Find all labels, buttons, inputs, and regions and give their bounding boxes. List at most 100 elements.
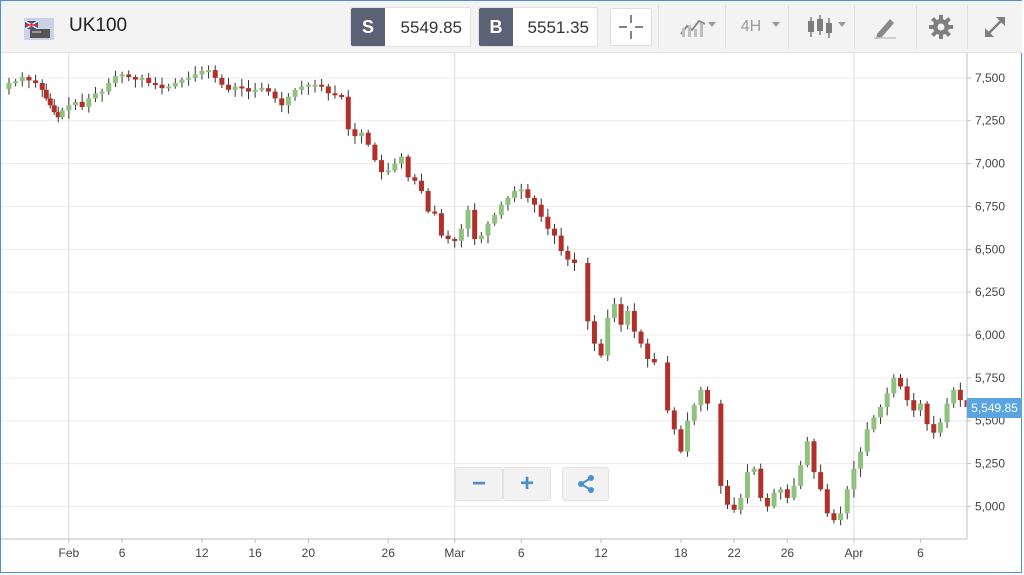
candle-body	[219, 77, 225, 85]
candle-body	[738, 497, 744, 510]
candle-body	[678, 429, 684, 452]
buy-label: B	[479, 8, 513, 46]
candle-body	[359, 132, 365, 137]
candle-body	[259, 88, 265, 91]
y-tick-label: 7,500	[975, 71, 1005, 85]
candle-body	[452, 239, 458, 241]
zoom-in-label: +	[519, 470, 534, 497]
chevron-down-icon	[772, 22, 780, 27]
candle-body	[838, 513, 844, 521]
share-button[interactable]	[562, 467, 609, 501]
candle-body	[897, 377, 903, 387]
line-chart-icon	[680, 19, 706, 37]
y-tick-label: 6,500	[975, 242, 1005, 256]
candle-body	[33, 80, 39, 83]
candle-body	[412, 177, 418, 181]
candle-body	[106, 83, 112, 92]
candle-body	[771, 492, 777, 507]
settings-button[interactable]	[919, 7, 963, 47]
candle-type-button[interactable]	[795, 7, 845, 47]
x-tick-label: 12	[195, 546, 209, 560]
candle-body	[525, 189, 531, 198]
candle-body	[957, 389, 963, 401]
x-tick-label: 12	[594, 546, 608, 560]
candle-body	[498, 204, 504, 215]
candle-body	[791, 485, 797, 498]
y-tick-label: 5,000	[975, 499, 1005, 513]
candle-body	[425, 191, 431, 212]
instrument-symbol: UK100	[69, 15, 128, 36]
candle-body	[911, 400, 917, 411]
toolbar-divider	[967, 5, 968, 49]
candle-body	[126, 74, 132, 77]
candle-body	[112, 76, 118, 83]
candle-body	[319, 84, 325, 87]
candle-body	[265, 88, 271, 92]
candle-body	[432, 211, 438, 214]
candle-body	[751, 468, 757, 473]
candle-body	[784, 489, 790, 498]
candle-body	[43, 89, 49, 99]
candle-body	[285, 96, 291, 106]
x-tick-label: 26	[781, 546, 795, 560]
candle-body	[79, 101, 85, 107]
candle-body	[352, 129, 358, 137]
chart-gridlines	[1, 53, 967, 539]
candle-body	[492, 215, 498, 224]
candle-body	[458, 228, 464, 241]
candle-body	[538, 204, 544, 217]
candle-body	[472, 209, 478, 239]
x-tick-label: Apr	[845, 546, 864, 560]
candle-body	[399, 156, 405, 164]
candle-body	[73, 101, 79, 106]
candle-body	[532, 197, 538, 205]
candle-body	[804, 441, 810, 466]
candle-body	[186, 77, 192, 80]
pen-icon	[874, 19, 896, 39]
candle-body	[325, 86, 331, 94]
candle-body	[591, 321, 597, 344]
candle-body	[372, 144, 378, 161]
y-tick-label: 5,250	[975, 457, 1005, 471]
draw-tool-button[interactable]	[863, 7, 907, 47]
candle-body	[904, 386, 910, 401]
candle-body	[864, 429, 870, 452]
y-tick-label: 5,750	[975, 371, 1005, 385]
fullscreen-button[interactable]	[973, 7, 1017, 47]
zoom-in-button[interactable]: +	[503, 467, 551, 501]
candle-body	[179, 79, 185, 83]
candle-body	[19, 77, 25, 82]
crosshair-icon	[619, 15, 643, 39]
sell-button[interactable]: S 5549.85	[350, 7, 471, 47]
zoom-out-label: −	[471, 470, 486, 497]
buy-price: 5551.35	[527, 18, 589, 37]
timeframe-dropdown[interactable]: 4H	[732, 7, 782, 47]
candle-body	[146, 77, 152, 83]
price-chart[interactable]: 7,500 7,250 7,000 6,750 6,500 6,250 6,000 5,750…	[0, 53, 1024, 574]
candle-body	[192, 74, 198, 78]
candle-body	[139, 77, 145, 80]
candle-body	[705, 389, 711, 404]
candle-body	[951, 389, 957, 404]
candle-body	[605, 317, 611, 356]
chart-toolbar: UK100 S 5549.85 B 5551.35 4H	[1, 1, 1022, 53]
candle-body	[152, 83, 158, 85]
share-icon	[577, 475, 594, 493]
x-tick-label: 16	[248, 546, 262, 560]
x-tick-label: Mar	[444, 546, 465, 560]
buy-button[interactable]: B 5551.35	[478, 7, 598, 47]
crosshair-button[interactable]	[610, 8, 652, 46]
candle-body	[625, 311, 631, 325]
toolbar-divider	[854, 5, 855, 49]
zoom-out-button[interactable]: −	[455, 467, 503, 501]
candle-body	[611, 304, 617, 318]
candle-body	[844, 489, 850, 514]
candle-body	[245, 88, 251, 92]
chart-type-button[interactable]	[665, 7, 721, 47]
candle-body	[385, 170, 391, 173]
x-tick-label: 26	[382, 546, 396, 560]
candle-body	[405, 156, 411, 178]
candle-body	[598, 343, 604, 356]
candle-body	[505, 197, 511, 205]
